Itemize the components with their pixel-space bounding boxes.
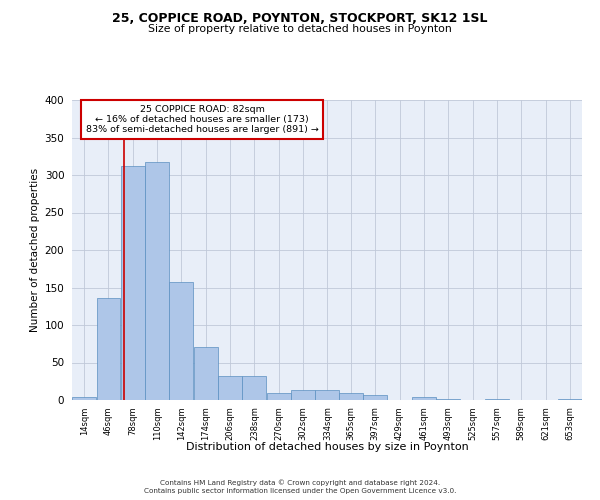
Bar xyxy=(316,390,340,400)
Bar xyxy=(436,398,460,400)
Text: 25 COPPICE ROAD: 82sqm
← 16% of detached houses are smaller (173)
83% of semi-de: 25 COPPICE ROAD: 82sqm ← 16% of detached… xyxy=(86,104,319,134)
Bar xyxy=(242,376,266,400)
Bar xyxy=(194,347,218,400)
Bar xyxy=(485,398,509,400)
Text: Size of property relative to detached houses in Poynton: Size of property relative to detached ho… xyxy=(148,24,452,34)
Bar xyxy=(218,376,242,400)
Text: Contains HM Land Registry data © Crown copyright and database right 2024.
Contai: Contains HM Land Registry data © Crown c… xyxy=(144,479,456,494)
Text: 25, COPPICE ROAD, POYNTON, STOCKPORT, SK12 1SL: 25, COPPICE ROAD, POYNTON, STOCKPORT, SK… xyxy=(112,12,488,26)
Bar xyxy=(267,392,291,400)
Bar xyxy=(145,162,169,400)
Text: Distribution of detached houses by size in Poynton: Distribution of detached houses by size … xyxy=(185,442,469,452)
Y-axis label: Number of detached properties: Number of detached properties xyxy=(31,168,40,332)
Bar xyxy=(72,397,96,400)
Bar xyxy=(169,282,193,400)
Bar xyxy=(291,390,315,400)
Bar xyxy=(412,397,436,400)
Bar xyxy=(363,395,387,400)
Bar xyxy=(558,398,582,400)
Bar xyxy=(339,393,363,400)
Bar xyxy=(121,166,145,400)
Bar xyxy=(97,298,121,400)
